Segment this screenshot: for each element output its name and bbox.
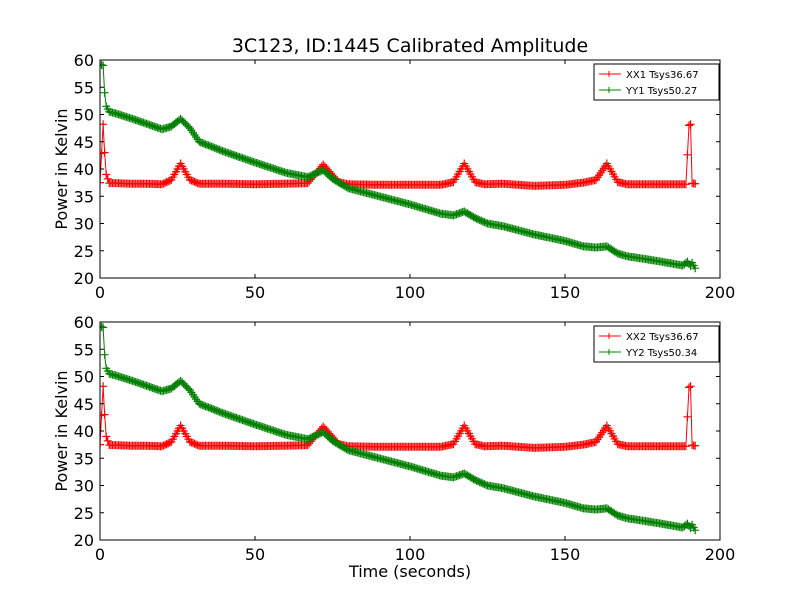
series-markers-2 xyxy=(100,322,700,535)
legend-label: XX2 Tsys36.67 xyxy=(626,332,699,343)
y-tick-label: 40 xyxy=(74,422,94,441)
legend-marker xyxy=(606,87,612,93)
y-tick-label: 40 xyxy=(74,160,94,179)
y-tick-label: 30 xyxy=(74,215,94,234)
x-tick-label: 50 xyxy=(245,545,265,564)
legend: XX2 Tsys36.67 YY2 Tsys50.34 xyxy=(593,325,720,363)
y-tick-label: 20 xyxy=(74,531,94,550)
figure-title: 3C123, ID:1445 Calibrated Amplitude xyxy=(232,35,588,57)
series-markers-1 xyxy=(100,120,700,190)
y-tick-label: 60 xyxy=(74,51,94,70)
x-tick-label: 100 xyxy=(395,545,426,564)
legend-label: XX1 Tsys36.67 xyxy=(626,70,699,81)
x-tick-label: 200 xyxy=(705,545,736,564)
legend: XX1 Tsys36.67 YY1 Tsys50.27 xyxy=(593,63,720,101)
x-tick-label: 100 xyxy=(395,283,426,302)
legend-label: YY2 Tsys50.34 xyxy=(625,348,697,359)
subplot-2: 0 50 100 150 200 20 25 30 35 40 45 50 55 60 Power in K… xyxy=(52,313,735,581)
y-tick-label: 45 xyxy=(74,133,94,152)
y-axis-label: Power in Kelvin xyxy=(52,370,71,491)
series-group xyxy=(100,322,700,535)
y-tick-label: 25 xyxy=(74,504,94,523)
series-markers-2 xyxy=(100,60,700,273)
y-tick-label: 35 xyxy=(74,187,94,206)
y-tick-label: 55 xyxy=(74,78,94,97)
x-tick-label: 150 xyxy=(550,545,581,564)
x-tick-label: 0 xyxy=(95,283,105,302)
legend-box xyxy=(593,63,720,101)
legend-marker xyxy=(606,333,612,339)
y-tick-label: 45 xyxy=(74,395,94,414)
y-tick-label: 55 xyxy=(74,340,94,359)
y-tick-label: 25 xyxy=(74,242,94,261)
y-tick-label: 50 xyxy=(74,106,94,125)
x-tick-label: 0 xyxy=(95,545,105,564)
legend-marker xyxy=(606,71,612,77)
legend-box xyxy=(593,325,720,363)
legend-label: YY1 Tsys50.27 xyxy=(625,86,697,97)
series-markers-1 xyxy=(100,382,700,452)
y-tick-label: 60 xyxy=(74,313,94,332)
subplot-1: 0 50 100 150 200 20 25 30 35 40 45 50 55 60 Power in K… xyxy=(52,51,735,302)
x-tick-label: 200 xyxy=(705,283,736,302)
y-tick-label: 35 xyxy=(74,449,94,468)
y-axis-label: Power in Kelvin xyxy=(52,108,71,229)
x-tick-label: 50 xyxy=(245,283,265,302)
y-tick-label: 30 xyxy=(74,477,94,496)
y-tick-label: 50 xyxy=(74,368,94,387)
x-axis-label: Time (seconds) xyxy=(348,562,471,581)
x-tick-label: 150 xyxy=(550,283,581,302)
series-group xyxy=(100,60,700,273)
legend-marker xyxy=(606,349,612,355)
y-tick-label: 20 xyxy=(74,269,94,288)
